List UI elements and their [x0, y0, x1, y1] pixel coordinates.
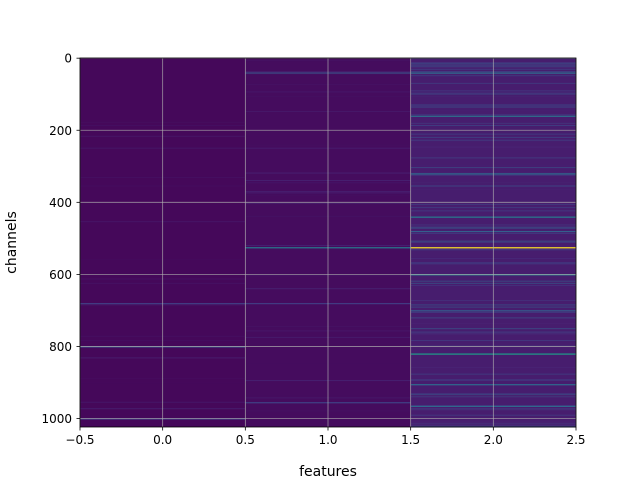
x-tick-label: 1.0	[318, 433, 337, 447]
y-tick-label: 200	[49, 124, 72, 138]
y-tick-label: 800	[49, 340, 72, 354]
y-axis-ticks: 0 200 400 600 800 1000	[41, 52, 80, 426]
x-tick-label: 0.5	[236, 433, 255, 447]
x-tick-label: 1.5	[401, 433, 420, 447]
y-tick-label: 400	[49, 196, 72, 210]
y-tick-label: 600	[49, 268, 72, 282]
x-tick-label: 2.5	[566, 433, 585, 447]
x-tick-label: 0.0	[153, 433, 172, 447]
x-tick-label: 2.0	[484, 433, 503, 447]
x-axis-ticks: −0.5 0.0 0.5 1.0 1.5 2.0 2.5	[65, 427, 586, 447]
y-tick-label: 0	[64, 52, 72, 66]
y-axis-label: channels	[4, 211, 20, 274]
x-tick-label: −0.5	[65, 433, 94, 447]
x-axis-label: features	[299, 464, 357, 480]
y-tick-label: 1000	[41, 412, 72, 426]
